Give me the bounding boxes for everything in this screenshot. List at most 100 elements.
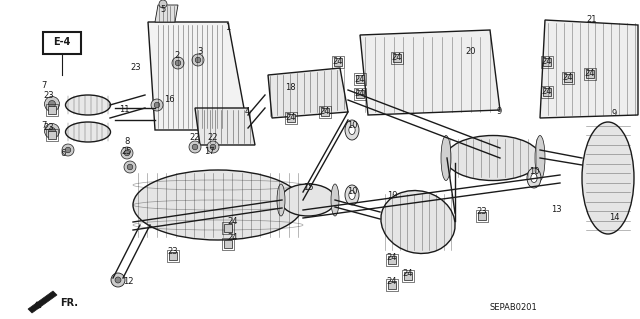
Text: 14: 14 bbox=[609, 213, 620, 222]
Text: 25: 25 bbox=[122, 147, 132, 157]
Text: 21: 21 bbox=[587, 16, 597, 25]
Bar bbox=[169, 252, 177, 260]
Text: 9: 9 bbox=[497, 108, 502, 116]
Ellipse shape bbox=[535, 136, 545, 181]
Text: 24: 24 bbox=[355, 75, 365, 84]
Bar bbox=[43, 32, 81, 54]
Text: 5: 5 bbox=[161, 5, 166, 14]
Ellipse shape bbox=[349, 190, 355, 199]
Bar bbox=[541, 56, 552, 68]
Polygon shape bbox=[360, 30, 500, 115]
Circle shape bbox=[49, 128, 56, 135]
Text: 23: 23 bbox=[131, 63, 141, 72]
Text: 23: 23 bbox=[168, 248, 179, 256]
Circle shape bbox=[45, 123, 60, 138]
Bar bbox=[543, 88, 551, 96]
Circle shape bbox=[49, 100, 56, 108]
Text: 8: 8 bbox=[124, 137, 130, 145]
Bar bbox=[388, 256, 396, 264]
Ellipse shape bbox=[65, 95, 111, 115]
Ellipse shape bbox=[349, 125, 355, 135]
Polygon shape bbox=[268, 68, 348, 118]
Bar bbox=[584, 68, 596, 80]
Text: 11: 11 bbox=[119, 105, 129, 114]
Text: 24: 24 bbox=[392, 54, 403, 63]
Circle shape bbox=[115, 277, 121, 283]
Bar bbox=[287, 114, 295, 122]
Text: 24: 24 bbox=[541, 57, 552, 66]
Text: 24: 24 bbox=[355, 90, 365, 99]
Circle shape bbox=[124, 161, 136, 173]
Text: 24: 24 bbox=[563, 73, 573, 83]
Text: 24: 24 bbox=[387, 278, 397, 286]
Ellipse shape bbox=[345, 185, 359, 205]
Bar bbox=[404, 272, 412, 280]
Bar bbox=[387, 254, 397, 266]
Polygon shape bbox=[195, 108, 255, 145]
Bar bbox=[46, 104, 58, 115]
Text: 7: 7 bbox=[42, 81, 47, 91]
Bar bbox=[478, 212, 486, 220]
Ellipse shape bbox=[133, 170, 303, 240]
Bar bbox=[48, 131, 56, 139]
Polygon shape bbox=[540, 20, 638, 118]
Ellipse shape bbox=[65, 122, 111, 142]
Text: 20: 20 bbox=[466, 48, 476, 56]
Text: 24: 24 bbox=[541, 87, 552, 97]
Circle shape bbox=[207, 141, 219, 153]
Text: 18: 18 bbox=[285, 84, 295, 93]
Circle shape bbox=[195, 57, 201, 63]
Text: 24: 24 bbox=[585, 70, 595, 78]
Text: 15: 15 bbox=[303, 183, 313, 192]
Polygon shape bbox=[155, 5, 178, 22]
Ellipse shape bbox=[445, 136, 541, 181]
Text: 24: 24 bbox=[403, 269, 413, 278]
Ellipse shape bbox=[280, 184, 335, 216]
Ellipse shape bbox=[331, 184, 339, 216]
Bar bbox=[285, 112, 296, 123]
Text: 24: 24 bbox=[387, 253, 397, 262]
Bar bbox=[476, 211, 488, 222]
Bar bbox=[355, 88, 365, 100]
Bar bbox=[541, 86, 552, 98]
Bar bbox=[223, 238, 234, 249]
Circle shape bbox=[65, 147, 71, 153]
Ellipse shape bbox=[531, 174, 537, 182]
Circle shape bbox=[151, 99, 163, 111]
Text: 22: 22 bbox=[208, 133, 218, 143]
Bar bbox=[387, 279, 397, 291]
Bar bbox=[392, 52, 403, 63]
Bar bbox=[403, 271, 413, 282]
Bar bbox=[388, 281, 396, 289]
Text: 12: 12 bbox=[123, 278, 133, 286]
Circle shape bbox=[111, 273, 125, 287]
Text: 22: 22 bbox=[189, 133, 200, 143]
Circle shape bbox=[192, 54, 204, 66]
Text: 2: 2 bbox=[174, 50, 180, 60]
Polygon shape bbox=[148, 22, 248, 130]
Text: 3: 3 bbox=[197, 48, 203, 56]
Bar bbox=[334, 58, 342, 66]
Text: 10: 10 bbox=[347, 188, 357, 197]
Ellipse shape bbox=[345, 120, 359, 140]
Polygon shape bbox=[28, 291, 57, 313]
Circle shape bbox=[62, 144, 74, 156]
Text: FR.: FR. bbox=[60, 298, 78, 308]
Ellipse shape bbox=[381, 190, 455, 254]
Text: 24: 24 bbox=[333, 57, 343, 66]
Bar bbox=[48, 106, 56, 114]
Circle shape bbox=[154, 102, 160, 108]
Ellipse shape bbox=[441, 136, 451, 181]
Text: 16: 16 bbox=[164, 95, 174, 105]
Circle shape bbox=[159, 0, 167, 8]
Circle shape bbox=[192, 144, 198, 150]
Text: 19: 19 bbox=[387, 191, 397, 201]
Circle shape bbox=[45, 97, 60, 112]
Text: 23: 23 bbox=[477, 207, 487, 217]
Text: 4: 4 bbox=[244, 108, 250, 116]
Bar bbox=[168, 250, 179, 262]
Ellipse shape bbox=[582, 122, 634, 234]
Circle shape bbox=[210, 144, 216, 150]
Bar bbox=[319, 107, 331, 118]
Bar bbox=[563, 72, 573, 84]
